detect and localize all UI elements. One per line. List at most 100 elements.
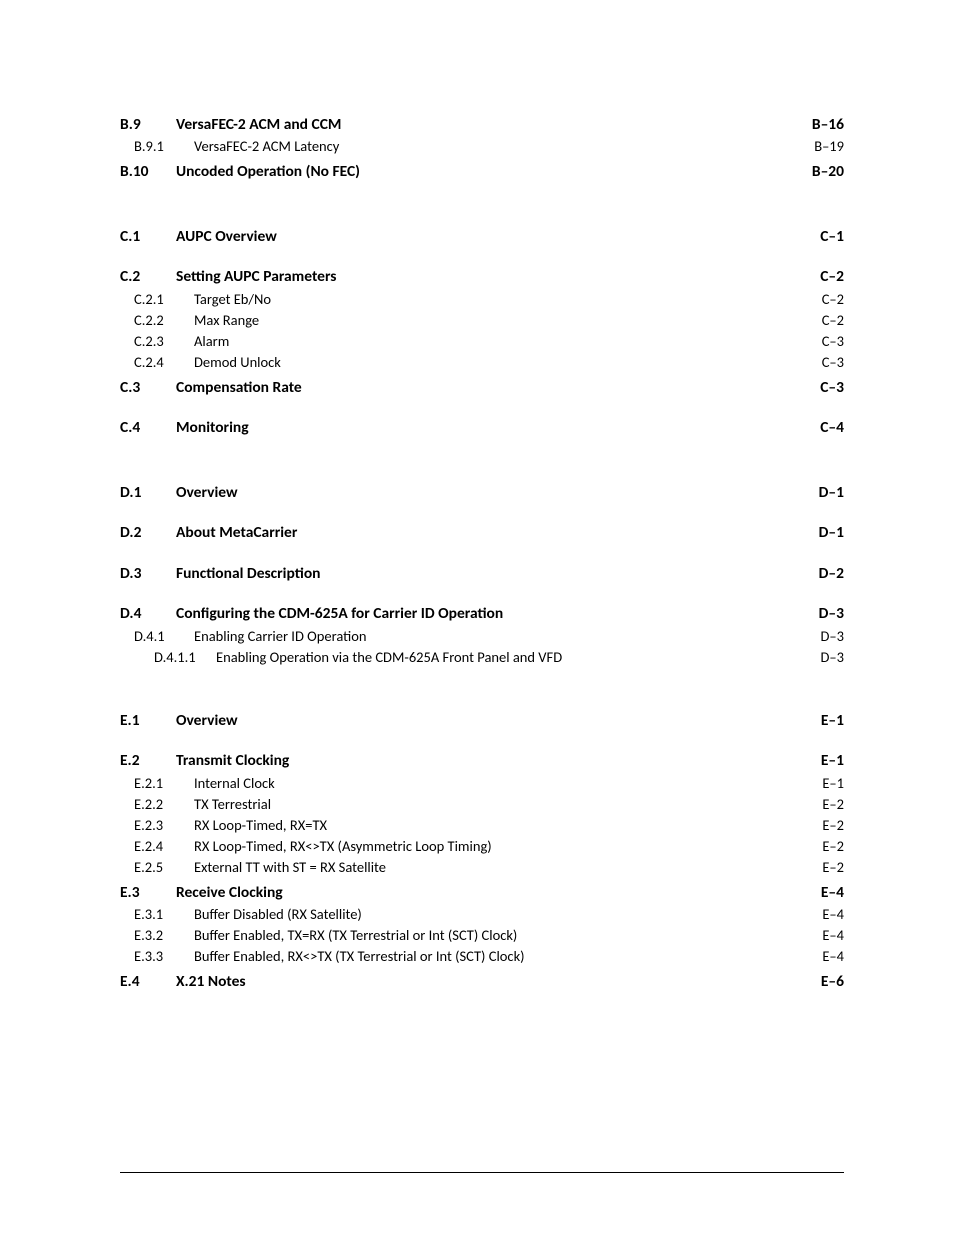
toc-entry-title: VersaFEC-2 ACM and CCM: [176, 114, 341, 136]
toc-entry: B.10Uncoded Operation (No FEC) B–20: [120, 161, 844, 183]
toc-entry-number: D.2: [120, 522, 176, 544]
toc-entry-title: AUPC Overview: [176, 226, 277, 248]
toc-entry-number: B.9: [120, 114, 176, 136]
toc-entry-title: X.21 Notes: [176, 971, 246, 993]
toc-entry-number: B.10: [120, 161, 176, 183]
toc-entry-page: E–1: [820, 773, 844, 794]
toc-entry: C.1AUPC Overview C–1: [120, 226, 844, 248]
toc-section: E.1OverviewE–1E.2Transmit ClockingE–1E.2…: [120, 710, 844, 994]
toc-entry-title: RX Loop-Timed, RX=TX: [194, 815, 327, 836]
document-page: B.9VersaFEC-2 ACM and CCMB–16B.9.1VersaF…: [0, 0, 954, 1235]
toc-entry-page: D–1: [817, 482, 844, 504]
toc-entry-number: E.2.4: [120, 836, 194, 857]
toc-entry-page: E–4: [820, 925, 844, 946]
toc-entry-number: E.3.1: [120, 904, 194, 925]
toc-entry-title: About MetaCarrier: [176, 522, 297, 544]
toc-entry-page: D–3: [819, 647, 845, 668]
toc-entry: E.1Overview E–1: [120, 710, 844, 732]
toc-entry-page: B–19: [812, 136, 844, 157]
toc-entry-page: E–1: [819, 710, 844, 732]
toc-entry-page: C–2: [820, 310, 844, 331]
table-of-contents: B.9VersaFEC-2 ACM and CCMB–16B.9.1VersaF…: [120, 114, 844, 994]
toc-entry-title: Monitoring: [176, 417, 249, 439]
toc-entry-title: Configuring the CDM-625A for Carrier ID …: [176, 603, 503, 625]
toc-entry-number: D.4: [120, 603, 176, 625]
toc-entry-title: Target Eb/No: [194, 289, 271, 310]
toc-entry-number: E.2.5: [120, 857, 194, 878]
toc-entry-title: Max Range: [194, 310, 259, 331]
toc-entry-page: C–3: [818, 377, 844, 399]
toc-entry-page: E–2: [820, 857, 844, 878]
toc-entry: E.2.5External TT with ST = RX SatelliteE…: [120, 857, 844, 878]
toc-entry-number: C.2.3: [120, 331, 194, 352]
toc-entry-page: D–1: [817, 522, 844, 544]
toc-entry-page: C–2: [818, 266, 844, 288]
toc-entry-page: E–6: [819, 971, 844, 993]
toc-entry-page: E–4: [820, 904, 844, 925]
toc-entry: C.3Compensation RateC–3: [120, 377, 844, 399]
toc-entry: D.4.1Enabling Carrier ID Operation D–3: [120, 626, 844, 647]
toc-entry: E.3.1Buffer Disabled (RX Satellite)E–4: [120, 904, 844, 925]
toc-entry-title: Enabling Carrier ID Operation: [194, 626, 367, 647]
toc-entry: B.9.1VersaFEC-2 ACM Latency B–19: [120, 136, 844, 157]
toc-entry-title: Transmit Clocking: [176, 750, 289, 772]
toc-entry-number: E.2.2: [120, 794, 194, 815]
toc-entry-page: E–2: [820, 815, 844, 836]
toc-entry-title: TX Terrestrial: [194, 794, 271, 815]
toc-entry-title: Internal Clock: [194, 773, 275, 794]
toc-entry: E.3Receive ClockingE–4: [120, 882, 844, 904]
toc-entry-number: C.4: [120, 417, 176, 439]
toc-entry-title: Overview: [176, 710, 238, 732]
toc-entry: C.2.4Demod UnlockC–3: [120, 352, 844, 373]
toc-entry-page: C–4: [818, 417, 844, 439]
toc-entry-page: D–3: [819, 626, 845, 647]
toc-entry-number: D.1: [120, 482, 176, 504]
toc-entry-number: E.1: [120, 710, 176, 732]
toc-entry: D.4Configuring the CDM-625A for Carrier …: [120, 603, 844, 625]
toc-entry: E.3.2Buffer Enabled, TX=RX (TX Terrestri…: [120, 925, 844, 946]
toc-entry-page: C–3: [820, 352, 844, 373]
toc-entry: E.2.4RX Loop-Timed, RX<>TX (Asymmetric L…: [120, 836, 844, 857]
toc-entry: E.2.2TX Terrestrial E–2: [120, 794, 844, 815]
toc-entry-page: D–2: [817, 563, 844, 585]
toc-entry-page: E–4: [820, 946, 844, 967]
toc-entry-title: Uncoded Operation (No FEC): [176, 161, 360, 183]
toc-entry-page: E–4: [819, 882, 844, 904]
toc-entry: E.2.3RX Loop-Timed, RX=TX E–2: [120, 815, 844, 836]
toc-entry-number: D.4.1: [120, 626, 194, 647]
toc-entry-number: E.2.3: [120, 815, 194, 836]
toc-entry: E.2.1Internal Clock E–1: [120, 773, 844, 794]
toc-entry-number: C.2: [120, 266, 176, 288]
toc-entry-title: Functional Description: [176, 563, 320, 585]
toc-entry-number: D.3: [120, 563, 176, 585]
toc-section: C.1AUPC OverviewC–1C.2Setting AUPC Param…: [120, 226, 844, 440]
toc-entry-title: Overview: [176, 482, 238, 504]
toc-entry: D.3Functional Description D–2: [120, 563, 844, 585]
toc-entry-title: Enabling Operation via the CDM-625A Fron…: [216, 647, 562, 668]
toc-entry-number: E.2: [120, 750, 176, 772]
toc-entry-title: Demod Unlock: [194, 352, 281, 373]
toc-entry-page: D–3: [817, 603, 844, 625]
toc-entry-number: E.3.2: [120, 925, 194, 946]
toc-entry-number: E.2.1: [120, 773, 194, 794]
toc-entry-title: RX Loop-Timed, RX<>TX (Asymmetric Loop T…: [194, 836, 492, 857]
toc-entry: C.4Monitoring C–4: [120, 417, 844, 439]
toc-entry-page: E–2: [820, 794, 844, 815]
toc-entry: B.9VersaFEC-2 ACM and CCM B–16: [120, 114, 844, 136]
toc-entry-page: C–1: [818, 226, 844, 248]
toc-entry-title: VersaFEC-2 ACM Latency: [194, 136, 339, 157]
toc-entry: E.2Transmit ClockingE–1: [120, 750, 844, 772]
toc-entry-page: B–20: [810, 161, 844, 183]
toc-entry-number: C.1: [120, 226, 176, 248]
toc-entry-number: B.9.1: [120, 136, 194, 157]
toc-entry: C.2.2Max RangeC–2: [120, 310, 844, 331]
toc-entry-number: E.4: [120, 971, 176, 993]
toc-entry-number: D.4.1.1: [120, 647, 216, 668]
toc-entry: D.1Overview D–1: [120, 482, 844, 504]
toc-entry-page: B–16: [810, 114, 844, 136]
toc-entry: C.2.1Target Eb/NoC–2: [120, 289, 844, 310]
toc-entry: C.2.3AlarmC–3: [120, 331, 844, 352]
toc-entry: E.3.3Buffer Enabled, RX<>TX (TX Terrestr…: [120, 946, 844, 967]
toc-section: B.9VersaFEC-2 ACM and CCMB–16B.9.1VersaF…: [120, 114, 844, 184]
toc-entry-title: Alarm: [194, 331, 229, 352]
